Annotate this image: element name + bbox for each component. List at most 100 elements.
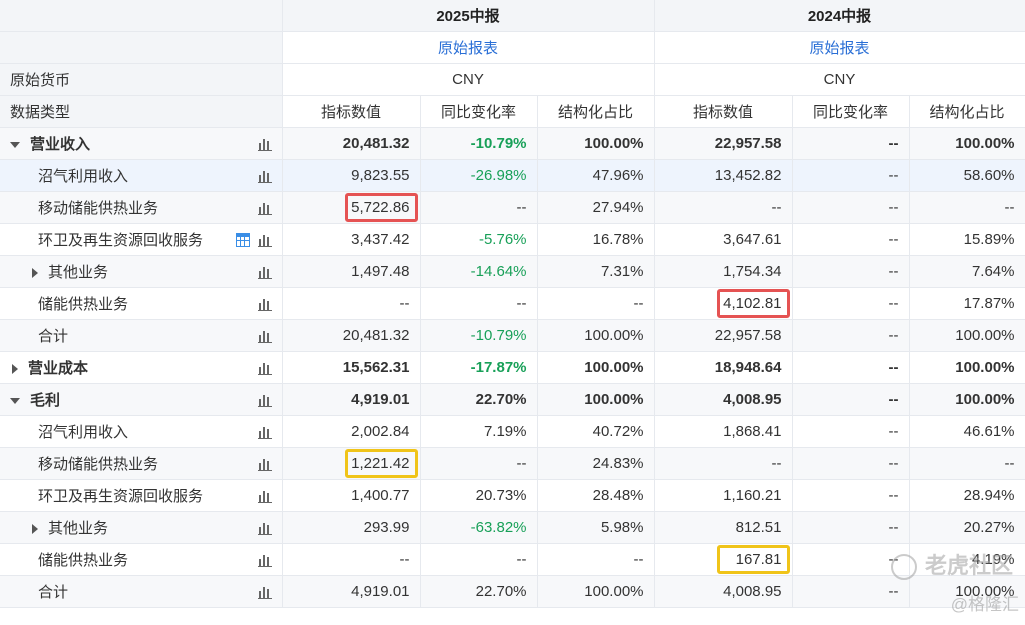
yoy-cell: --: [792, 479, 910, 512]
watermark-main: 老虎社区: [890, 548, 1013, 581]
bar-chart-icon[interactable]: [257, 169, 272, 183]
col-header-yoy: 同比变化率: [792, 95, 910, 128]
share-cell: 46.61%: [909, 415, 1025, 448]
caret-right-icon[interactable]: [32, 267, 38, 278]
row-label: 环卫及再生资源回收服务: [38, 487, 204, 505]
table-row[interactable]: 合计 4,919.01 22.70% 100.00% 4,008.95 -- 1…: [0, 575, 1025, 608]
table-row[interactable]: 其他业务 1,497.48 -14.64% 7.31% 1,754.34 -- …: [0, 255, 1025, 288]
share-cell: 28.94%: [909, 479, 1025, 512]
report-link-2024[interactable]: 原始报表: [654, 31, 1025, 64]
value-cell: --: [654, 191, 793, 224]
value-text: 1,221.42: [351, 454, 410, 472]
bar-chart-icon[interactable]: [257, 553, 272, 567]
row-label: 移动储能供热业务: [38, 199, 159, 217]
period-title-2025: 2025中报: [282, 0, 655, 32]
row-label-cell: 移动储能供热业务: [0, 447, 283, 480]
value-cell: 5,722.86: [282, 191, 421, 224]
row-label: 储能供热业务: [38, 295, 129, 313]
highlight-box-yellow: [344, 448, 418, 478]
caret-right-icon[interactable]: [12, 363, 18, 374]
table-row[interactable]: 沼气利用收入 9,823.55 -26.98% 47.96% 13,452.82…: [0, 159, 1025, 192]
highlight-box-red: [716, 288, 790, 318]
share-cell: 7.31%: [537, 255, 655, 288]
bar-chart-icon[interactable]: [257, 393, 272, 407]
table-row[interactable]: 环卫及再生资源回收服务 3,437.42 -5.76% 16.78% 3,647…: [0, 223, 1025, 256]
value-cell: --: [654, 447, 793, 480]
share-cell: 100.00%: [537, 127, 655, 160]
yoy-cell: --: [792, 223, 910, 256]
bar-chart-icon[interactable]: [257, 521, 272, 535]
share-cell: 47.96%: [537, 159, 655, 192]
share-cell: 100.00%: [537, 575, 655, 608]
yoy-cell: --: [792, 319, 910, 352]
table-row[interactable]: 营业收入 20,481.32 -10.79% 100.00% 22,957.58…: [0, 127, 1025, 160]
yoy-cell: --: [792, 287, 910, 320]
bar-chart-icon[interactable]: [257, 233, 272, 247]
row-label: 储能供热业务: [38, 551, 129, 569]
value-cell: 4,008.95: [654, 575, 793, 608]
yoy-cell: --: [420, 191, 538, 224]
share-cell: 24.83%: [537, 447, 655, 480]
bar-chart-icon[interactable]: [257, 265, 272, 279]
share-cell: --: [909, 191, 1025, 224]
col-header-share: 结构化占比: [909, 95, 1025, 128]
table-row[interactable]: 毛利 4,919.01 22.70% 100.00% 4,008.95 -- 1…: [0, 383, 1025, 416]
row-label-cell: 环卫及再生资源回收服务: [0, 479, 283, 512]
row-label-cell: 储能供热业务: [0, 543, 283, 576]
bar-chart-icon[interactable]: [257, 457, 272, 471]
table-row[interactable]: 其他业务 293.99 -63.82% 5.98% 812.51 -- 20.2…: [0, 511, 1025, 544]
table-row[interactable]: 移动储能供热业务 5,722.86 -- 27.94% -- -- --: [0, 191, 1025, 224]
report-link-row: 原始报表 原始报表: [0, 31, 1025, 64]
value-cell: 22,957.58: [654, 319, 793, 352]
bar-chart-icon[interactable]: [257, 297, 272, 311]
yoy-cell: -26.98%: [420, 159, 538, 192]
caret-down-icon[interactable]: [10, 397, 20, 404]
empty-cell: [0, 31, 283, 64]
bar-chart-icon[interactable]: [257, 137, 272, 151]
value-cell: 1,160.21: [654, 479, 793, 512]
yoy-cell: --: [792, 255, 910, 288]
value-cell: 1,868.41: [654, 415, 793, 448]
currency-label: 原始货币: [0, 63, 283, 96]
share-cell: 27.94%: [537, 191, 655, 224]
yoy-cell: 22.70%: [420, 575, 538, 608]
yoy-cell: -63.82%: [420, 511, 538, 544]
caret-right-icon[interactable]: [32, 523, 38, 534]
table-row[interactable]: 储能供热业务 -- -- -- 167.81 -- 4.19%: [0, 543, 1025, 576]
table-row[interactable]: 合计 20,481.32 -10.79% 100.00% 22,957.58 -…: [0, 319, 1025, 352]
share-cell: 100.00%: [537, 383, 655, 416]
caret-down-icon[interactable]: [10, 141, 20, 148]
row-label: 沼气利用收入: [38, 167, 129, 185]
table-row[interactable]: 沼气利用收入 2,002.84 7.19% 40.72% 1,868.41 --…: [0, 415, 1025, 448]
yoy-cell: --: [420, 447, 538, 480]
share-cell: --: [537, 287, 655, 320]
row-label: 营业收入: [30, 135, 91, 153]
table-row[interactable]: 移动储能供热业务 1,221.42 -- 24.83% -- -- --: [0, 447, 1025, 480]
value-cell: 13,452.82: [654, 159, 793, 192]
row-label-cell: 合计: [0, 319, 283, 352]
bar-chart-icon[interactable]: [257, 425, 272, 439]
bar-chart-icon[interactable]: [257, 489, 272, 503]
bar-chart-icon[interactable]: [257, 361, 272, 375]
yoy-cell: --: [792, 511, 910, 544]
bar-chart-icon[interactable]: [257, 585, 272, 599]
bar-chart-icon[interactable]: [257, 201, 272, 215]
table-row[interactable]: 营业成本 15,562.31 -17.87% 100.00% 18,948.64…: [0, 351, 1025, 384]
row-label: 其他业务: [48, 519, 109, 537]
currency-value-2025: CNY: [282, 63, 655, 96]
period-title-2024: 2024中报: [654, 0, 1025, 32]
yoy-cell: --: [792, 351, 910, 384]
yoy-cell: -10.79%: [420, 127, 538, 160]
value-cell: 1,221.42: [282, 447, 421, 480]
table-row[interactable]: 储能供热业务 -- -- -- 4,102.81 -- 17.87%: [0, 287, 1025, 320]
bar-chart-icon[interactable]: [257, 329, 272, 343]
yoy-cell: --: [792, 575, 910, 608]
row-label-cell: 其他业务: [0, 255, 283, 288]
share-cell: 100.00%: [909, 351, 1025, 384]
value-cell: --: [282, 543, 421, 576]
yoy-cell: -5.76%: [420, 223, 538, 256]
table-icon[interactable]: [235, 232, 250, 247]
share-cell: 58.60%: [909, 159, 1025, 192]
report-link-2025[interactable]: 原始报表: [282, 31, 655, 64]
table-row[interactable]: 环卫及再生资源回收服务 1,400.77 20.73% 28.48% 1,160…: [0, 479, 1025, 512]
